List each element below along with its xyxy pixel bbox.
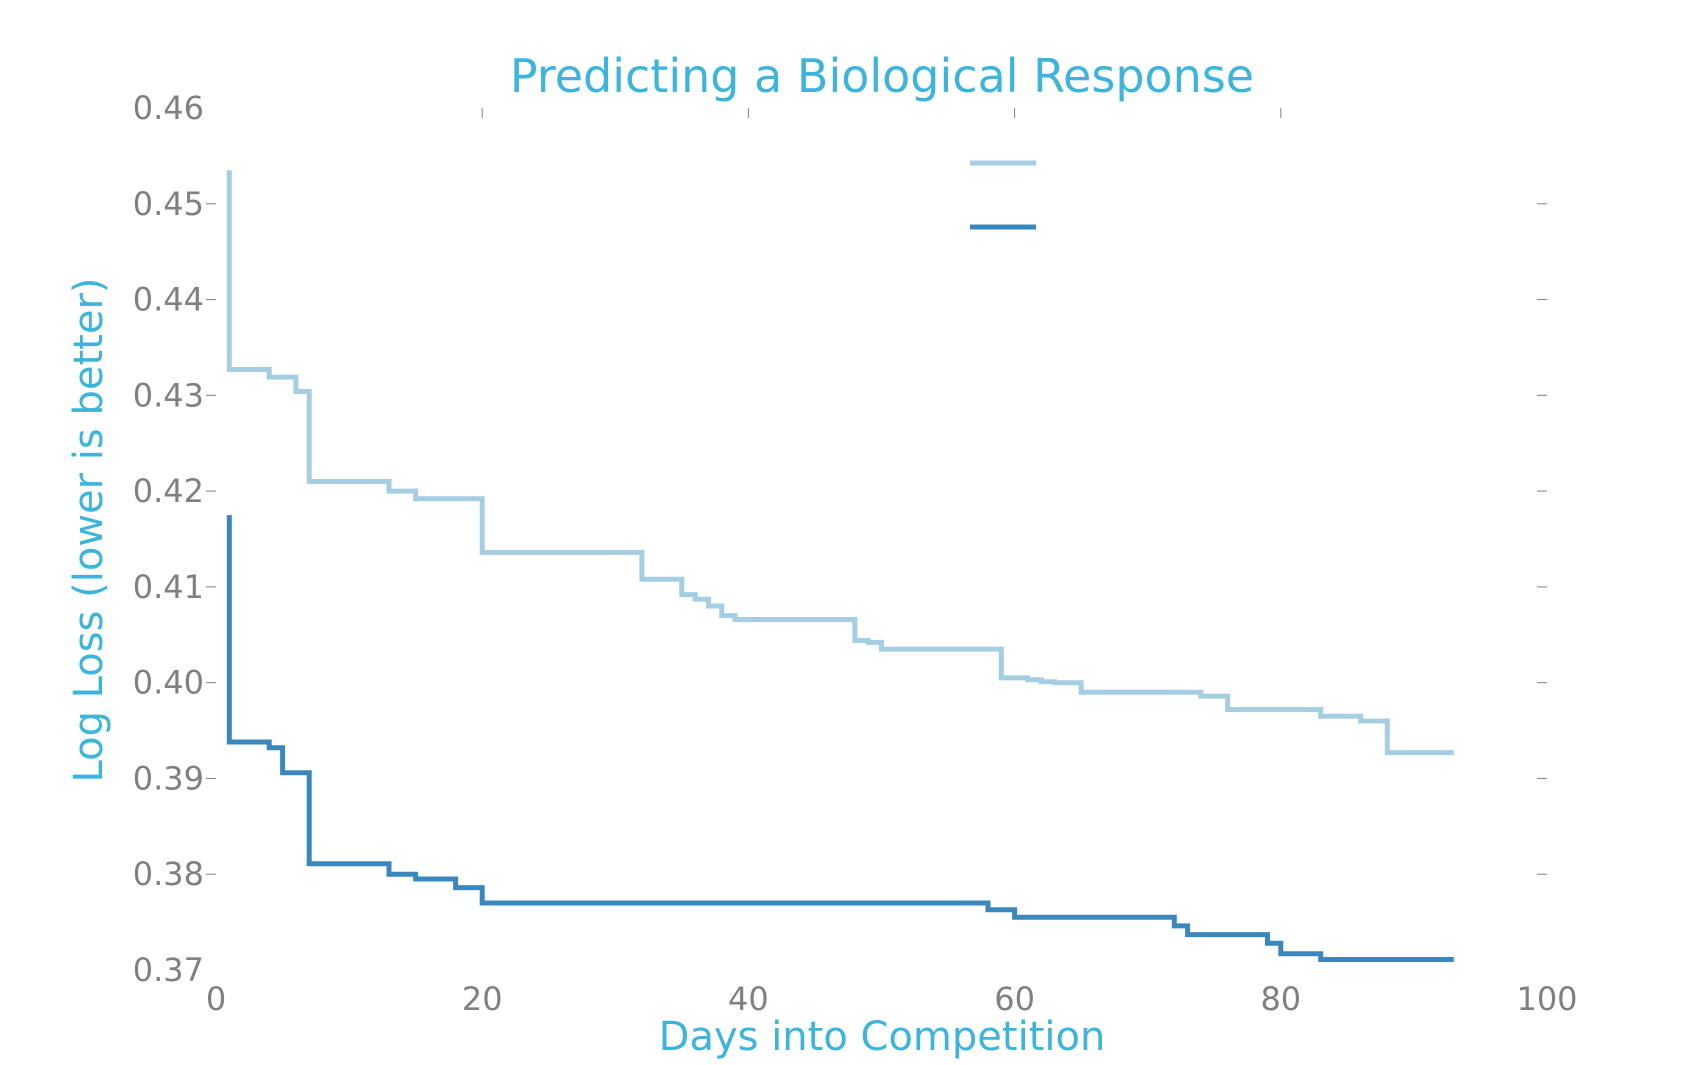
y-tick-label: 0.39: [133, 759, 204, 797]
x-tick-label: 0: [206, 980, 226, 1018]
y-tick-label: 0.38: [133, 855, 204, 893]
chart-title: Predicting a Biological Response: [510, 49, 1254, 103]
x-axis-label: Days into Competition: [659, 1014, 1106, 1060]
legend: [970, 160, 1036, 230]
series-1-line: [226, 170, 1454, 756]
series-2-line: [226, 515, 1454, 962]
y-tick-label: 0.43: [133, 376, 204, 414]
y-tick-label: 0.41: [133, 568, 204, 606]
y-tick-label: 0.46: [133, 89, 204, 127]
x-tick-label: 20: [462, 980, 503, 1018]
series-layer: [226, 170, 1454, 962]
x-tick-label: 100: [1516, 980, 1577, 1018]
x-tick-label: 80: [1260, 980, 1301, 1018]
y-tick-label: 0.37: [133, 951, 204, 989]
y-tick-label: 0.45: [133, 185, 204, 223]
y-tick-label: 0.44: [133, 281, 204, 319]
y-axis-label: Log Loss (lower is better): [66, 278, 112, 783]
x-tick-label: 60: [994, 980, 1035, 1018]
y-tick-label: 0.40: [133, 664, 204, 702]
x-tick-label: 40: [728, 980, 769, 1018]
x-axis: 0 20 40 60 80 100: [206, 108, 1578, 1018]
y-tick-label: 0.42: [133, 472, 204, 510]
y-axis: 0.37 0.38 0.39 0.40 0.41 0.42 0.43 0.44 0.45 0.46: [133, 89, 1547, 989]
